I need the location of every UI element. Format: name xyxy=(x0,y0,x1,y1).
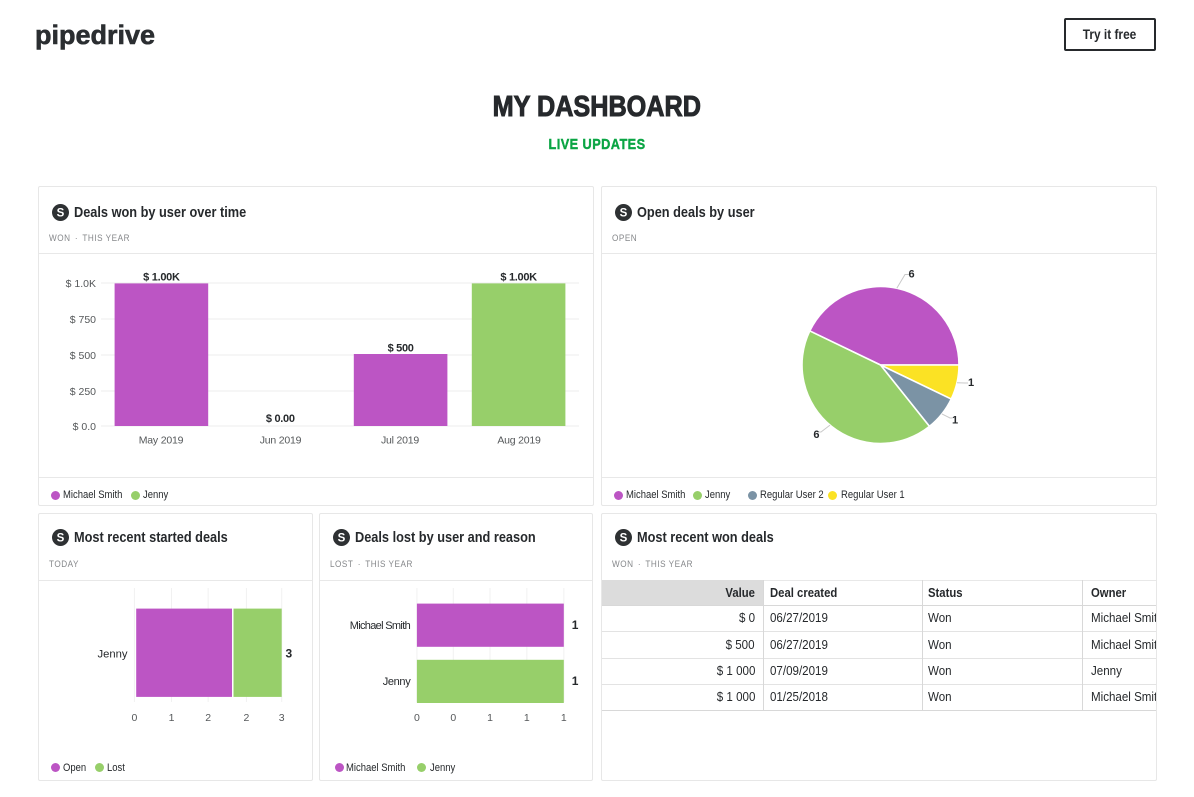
svg-text:May 2019: May 2019 xyxy=(139,435,184,447)
svg-text:0: 0 xyxy=(450,712,456,724)
svg-text:6: 6 xyxy=(813,429,819,441)
svg-text:6: 6 xyxy=(909,269,915,281)
svg-text:$ 0.00: $ 0.00 xyxy=(266,413,295,425)
svg-text:$ 1.0K: $ 1.0K xyxy=(66,278,96,290)
svg-text:S: S xyxy=(620,208,628,220)
svg-text:1: 1 xyxy=(572,618,579,632)
svg-text:Jul 2019: Jul 2019 xyxy=(381,435,419,447)
svg-text:0: 0 xyxy=(414,712,420,724)
svg-text:1: 1 xyxy=(169,712,175,724)
svg-text:1: 1 xyxy=(572,674,579,688)
svg-text:3: 3 xyxy=(279,712,285,724)
svg-text:$ 750: $ 750 xyxy=(70,314,96,326)
svg-text:$ 1.00K: $ 1.00K xyxy=(143,272,180,284)
svg-text:1: 1 xyxy=(524,712,530,724)
svg-text:S: S xyxy=(620,533,628,545)
svg-text:Jenny: Jenny xyxy=(98,649,129,661)
svg-text:S: S xyxy=(57,208,65,220)
svg-text:2: 2 xyxy=(205,712,211,724)
svg-text:$ 250: $ 250 xyxy=(70,386,96,398)
svg-text:1: 1 xyxy=(952,415,958,427)
svg-text:0: 0 xyxy=(131,712,137,724)
svg-text:Jenny: Jenny xyxy=(383,676,412,688)
svg-text:S: S xyxy=(57,533,65,545)
svg-text:Aug 2019: Aug 2019 xyxy=(497,435,541,447)
svg-text:$ 0.0: $ 0.0 xyxy=(73,421,97,433)
svg-text:1: 1 xyxy=(487,712,493,724)
svg-text:1: 1 xyxy=(968,377,974,389)
svg-text:$ 500: $ 500 xyxy=(388,343,414,355)
svg-text:2: 2 xyxy=(243,712,249,724)
svg-text:$ 500: $ 500 xyxy=(70,350,96,362)
svg-text:S: S xyxy=(338,533,346,545)
svg-text:Jun 2019: Jun 2019 xyxy=(260,435,302,447)
svg-text:3: 3 xyxy=(286,647,293,661)
svg-text:$ 1.00K: $ 1.00K xyxy=(500,272,537,284)
svg-text:1: 1 xyxy=(561,712,567,724)
svg-text:Michael Smith: Michael Smith xyxy=(350,620,411,632)
